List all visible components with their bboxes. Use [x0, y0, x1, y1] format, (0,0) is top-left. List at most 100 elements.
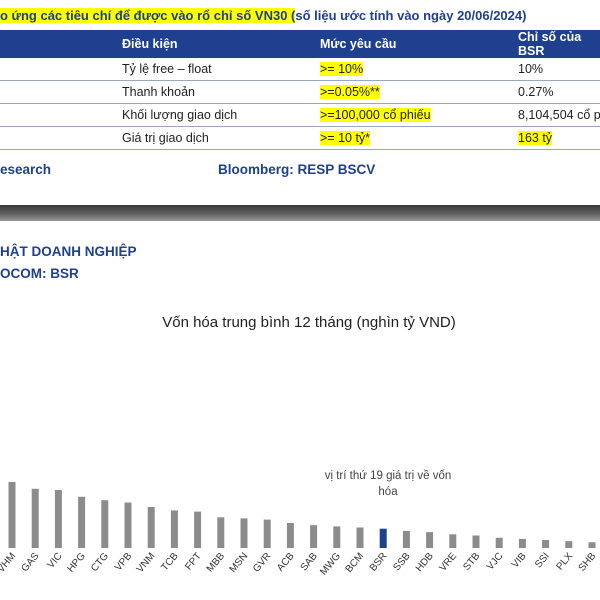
tick-label-vic: VIC	[46, 551, 65, 571]
requirement-text: >= 10%	[320, 62, 364, 76]
criteria-header-condition: Điều kiện	[122, 30, 320, 58]
bar-vib	[518, 538, 526, 548]
table-cell-requirement: >=0.05%**	[320, 80, 518, 104]
section-divider	[0, 205, 600, 221]
bar-fpt	[194, 511, 202, 548]
market-cap-chart: VHM GAS VIC HPG CTG VPB VNM TCB FPT MBB MSN GVR ACB S…	[0, 482, 599, 578]
table-cell-requirement: >=100,000 cổ phiếu	[320, 103, 518, 127]
value-text: 8,104,504 cổ phiếu	[518, 108, 600, 122]
report-title-note: số liệu ước tính vào ngày 20/06/2024)	[295, 8, 527, 23]
bar-ssi	[542, 540, 550, 548]
bar-vpb	[124, 502, 132, 548]
table-cell-value: 163 tỷ	[518, 126, 600, 150]
bar-vhm	[8, 482, 16, 548]
bar-msn	[240, 518, 248, 548]
tick-label-ctg: CTG	[89, 551, 111, 574]
requirement-text: >=0.05%**	[320, 85, 380, 99]
tick-label-stb: STB	[461, 551, 482, 573]
table-cell-requirement: >= 10 tỷ*	[320, 126, 518, 150]
table-cell-value: 0.27%	[518, 80, 600, 104]
table-cell-requirement: >= 10%	[320, 58, 518, 81]
requirement-text: >= 10 tỷ*	[320, 131, 371, 145]
tick-label-bcm: BCM	[344, 551, 367, 575]
criteria-header-blank	[0, 30, 122, 58]
criteria-header-value: Chỉ số của BSR	[518, 30, 600, 58]
bar-mbb	[217, 517, 225, 548]
bar-plx	[565, 541, 573, 548]
tick-label-mbb: MBB	[205, 551, 228, 575]
bar-hdb	[426, 532, 434, 548]
criteria-header-row: Điều kiện Mức yêu cầu Chỉ số của BSR	[0, 30, 600, 58]
value-text: 163 tỷ	[518, 131, 553, 145]
tick-label-mwg: MWG	[318, 551, 343, 578]
tick-label-hpg: HPG	[66, 551, 88, 575]
section-title: HẬT DOANH NGHIỆP	[0, 244, 137, 259]
bar-mwg	[333, 526, 341, 548]
report-title: o ứng các tiêu chí để được vào rổ chỉ số…	[0, 8, 526, 23]
condition-text: Khối lượng giao dịch	[122, 108, 238, 122]
bloomberg-source: Bloomberg: RESP BSCV	[218, 162, 376, 177]
tick-label-tcb: TCB	[159, 551, 180, 574]
bar-vic	[54, 490, 62, 548]
tick-label-vpb: VPB	[113, 551, 135, 574]
table-cell-condition: Khối lượng giao dịch	[122, 103, 320, 127]
table-cell-blank	[0, 126, 122, 150]
tick-label-vre: VRE	[437, 551, 459, 574]
criteria-table: Điều kiện Mức yêu cầu Chỉ số của BSR Tỷ …	[0, 30, 600, 150]
table-cell-value: 10%	[518, 58, 600, 81]
table-cell-condition: Thanh khoản	[122, 80, 320, 104]
bar-shb	[588, 542, 596, 548]
bar-hpg	[78, 496, 86, 548]
bar-gvr	[263, 519, 271, 548]
tick-label-bsr: BSR	[368, 551, 390, 574]
tick-label-acb: ACB	[275, 551, 297, 574]
bar-ssb	[402, 530, 410, 548]
requirement-text: >=100,000 cổ phiếu	[320, 108, 431, 122]
condition-text: Thanh khoản	[122, 85, 195, 99]
table-cell-blank	[0, 103, 122, 127]
table-row: Thanh khoản >=0.05%** 0.27%	[0, 80, 600, 104]
tick-label-fpt: FPT	[183, 551, 204, 573]
bar-vjc	[495, 537, 503, 548]
bar-ctg	[101, 500, 109, 548]
bar-stb	[472, 535, 480, 548]
tick-label-sab: SAB	[299, 551, 321, 574]
tick-label-shb: SHB	[577, 551, 599, 574]
tick-label-vhm: VHM	[0, 551, 18, 575]
tick-label-gvr: GVR	[251, 551, 273, 575]
table-cell-condition: Tỷ lệ free – float	[122, 58, 320, 81]
bar-gas	[31, 488, 39, 548]
tick-label-gas: GAS	[19, 551, 41, 575]
bar-vnm	[147, 507, 155, 548]
chart-title: Vốn hóa trung bình 12 tháng (nghìn tỷ VN…	[162, 314, 456, 331]
table-row: Khối lượng giao dịch >=100,000 cổ phiếu …	[0, 103, 600, 127]
bar-bsr	[379, 528, 387, 548]
chart-annotation: vị trí thứ 19 giá trị về vốn hóa	[324, 470, 452, 498]
table-row: Tỷ lệ free – float >= 10% 10%	[0, 58, 600, 81]
table-cell-blank	[0, 58, 122, 81]
source-label: esearch	[0, 162, 52, 177]
section-subtitle: OCOM: BSR	[0, 266, 79, 281]
table-row: Giá trị giao dịch >= 10 tỷ* 163 tỷ	[0, 126, 600, 150]
condition-text: Tỷ lệ free – float	[122, 62, 212, 76]
tick-label-ssi: SSI	[533, 551, 552, 570]
tick-label-hdb: HDB	[414, 551, 436, 574]
bar-vre	[449, 534, 457, 548]
tick-label-vjc: VJC	[485, 551, 506, 573]
bar-bcm	[356, 527, 364, 548]
tick-label-plx: PLX	[555, 551, 576, 573]
bar-acb	[286, 523, 294, 548]
tick-label-vib: VIB	[510, 551, 529, 571]
table-cell-value: 8,104,504 cổ phiếu	[518, 103, 600, 127]
tick-label-vnm: VNM	[135, 551, 158, 575]
value-text: 0.27%	[518, 85, 554, 99]
criteria-header-requirement: Mức yêu cầu	[320, 30, 518, 58]
table-cell-condition: Giá trị giao dịch	[122, 126, 320, 150]
tick-label-msn: MSN	[228, 551, 251, 575]
table-cell-blank	[0, 80, 122, 104]
bar-sab	[310, 525, 318, 548]
report-title-main: o ứng các tiêu chí để được vào rổ chỉ số…	[0, 8, 296, 23]
bar-tcb	[170, 510, 178, 548]
value-text: 10%	[518, 62, 544, 76]
condition-text: Giá trị giao dịch	[122, 131, 209, 145]
